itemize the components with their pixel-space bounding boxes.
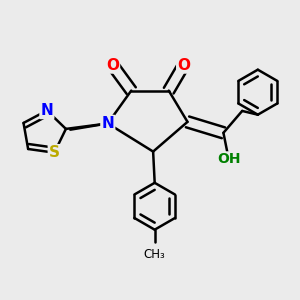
Text: S: S [49,145,60,160]
Text: N: N [40,103,53,118]
Text: O: O [106,58,119,73]
Text: CH₃: CH₃ [144,248,166,261]
Text: N: N [101,116,114,131]
Text: O: O [177,58,190,73]
Text: OH: OH [217,152,241,167]
